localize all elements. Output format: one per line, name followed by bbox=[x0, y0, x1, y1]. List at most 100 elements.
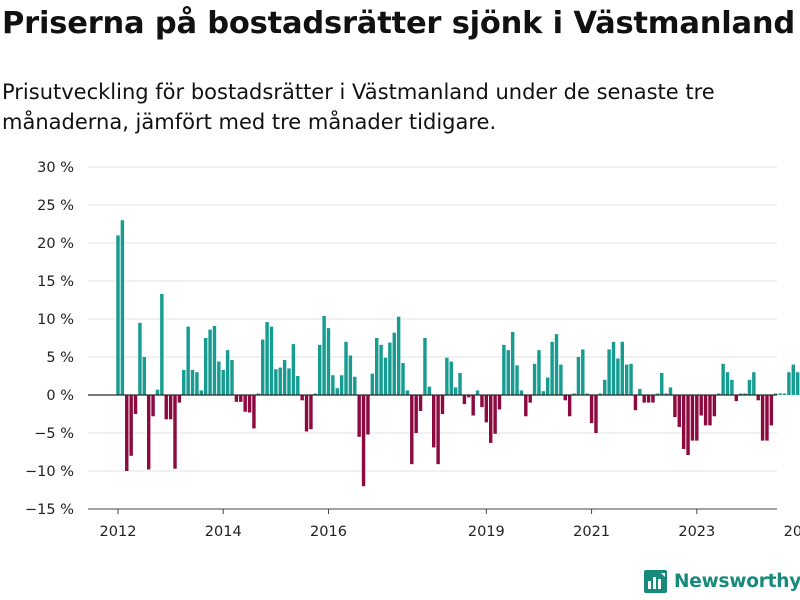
chart-title: Priserna på bostadsrätter sjönk i Västma… bbox=[2, 6, 796, 41]
bar bbox=[274, 369, 278, 395]
bar bbox=[335, 388, 339, 395]
bar bbox=[217, 361, 221, 395]
bar bbox=[366, 395, 370, 435]
bar bbox=[357, 395, 361, 437]
bar bbox=[120, 220, 125, 395]
chart-subtitle: Prisutveckling för bostadsrätter i Västm… bbox=[2, 80, 715, 134]
bar bbox=[361, 395, 366, 487]
bar bbox=[317, 344, 322, 395]
bar bbox=[611, 341, 616, 395]
bar bbox=[782, 393, 787, 395]
bar bbox=[458, 372, 462, 395]
bar bbox=[660, 372, 664, 395]
bar bbox=[681, 395, 686, 449]
bar bbox=[445, 357, 449, 395]
bar bbox=[541, 391, 546, 395]
bar bbox=[493, 395, 497, 434]
bar bbox=[467, 395, 471, 398]
bar bbox=[291, 344, 296, 395]
bar bbox=[607, 349, 611, 395]
bar bbox=[287, 368, 291, 395]
bar bbox=[186, 326, 190, 395]
bar bbox=[322, 315, 326, 395]
bar bbox=[686, 395, 690, 456]
bar bbox=[278, 367, 282, 395]
bar bbox=[129, 395, 133, 456]
bar bbox=[190, 369, 195, 395]
bar bbox=[182, 369, 186, 395]
bar bbox=[506, 350, 510, 395]
bar bbox=[603, 379, 607, 395]
bar bbox=[703, 395, 708, 426]
bar bbox=[195, 372, 199, 395]
newsworthy-brand-name: Newsworthy bbox=[674, 571, 800, 592]
bar bbox=[432, 395, 436, 448]
bar bbox=[655, 393, 660, 395]
bar bbox=[673, 395, 677, 418]
bar bbox=[546, 377, 550, 395]
y-tick-label: 30 % bbox=[37, 160, 74, 176]
bar bbox=[554, 334, 559, 395]
x-tick-label: 2012 bbox=[100, 524, 137, 540]
bar bbox=[581, 349, 585, 395]
bar bbox=[624, 364, 629, 395]
bar bbox=[747, 379, 752, 395]
bar bbox=[256, 393, 261, 395]
grid-lines bbox=[88, 166, 777, 510]
y-tick-label: 15 % bbox=[37, 274, 74, 290]
bar bbox=[133, 395, 138, 414]
bar bbox=[221, 369, 225, 395]
bar bbox=[379, 344, 383, 395]
y-tick-label: 10 % bbox=[37, 312, 74, 328]
bar bbox=[734, 395, 738, 402]
bar bbox=[616, 358, 620, 395]
bar bbox=[353, 376, 357, 395]
bar bbox=[699, 395, 703, 416]
bar bbox=[480, 395, 484, 408]
bar bbox=[791, 364, 795, 395]
newsworthy-brand: Newsworthy bbox=[643, 569, 800, 594]
bar bbox=[502, 344, 506, 395]
bar bbox=[155, 389, 160, 395]
bar bbox=[712, 395, 717, 417]
bar bbox=[585, 393, 589, 395]
bar bbox=[383, 357, 388, 395]
bar bbox=[252, 395, 256, 429]
bar bbox=[331, 375, 335, 395]
bar bbox=[515, 365, 519, 395]
bar bbox=[471, 395, 475, 416]
bar bbox=[559, 364, 563, 395]
bar bbox=[524, 395, 528, 417]
bar bbox=[449, 361, 453, 395]
bar bbox=[164, 395, 168, 420]
bar bbox=[572, 393, 576, 395]
bar bbox=[598, 393, 603, 395]
bar bbox=[642, 395, 646, 403]
bar bbox=[510, 331, 515, 395]
bar bbox=[717, 393, 721, 395]
bar bbox=[725, 372, 730, 395]
bar bbox=[247, 395, 252, 413]
bar bbox=[528, 395, 532, 403]
bar bbox=[721, 363, 725, 395]
bar bbox=[146, 395, 151, 470]
bar bbox=[269, 326, 274, 395]
bar-series bbox=[116, 220, 800, 487]
bar bbox=[550, 341, 554, 395]
bar bbox=[234, 395, 239, 402]
bar bbox=[427, 386, 432, 395]
bar bbox=[370, 373, 375, 395]
bar bbox=[375, 338, 379, 395]
x-tick-label: 2016 bbox=[310, 524, 347, 540]
y-tick-label: 5 % bbox=[46, 350, 74, 366]
bar bbox=[348, 355, 353, 395]
bar bbox=[638, 388, 642, 395]
bar bbox=[537, 350, 541, 395]
bar bbox=[344, 341, 348, 395]
bar bbox=[296, 376, 300, 395]
x-tick-label: 2019 bbox=[468, 524, 505, 540]
bar bbox=[243, 395, 247, 412]
bar bbox=[116, 235, 120, 395]
bar bbox=[138, 322, 142, 395]
